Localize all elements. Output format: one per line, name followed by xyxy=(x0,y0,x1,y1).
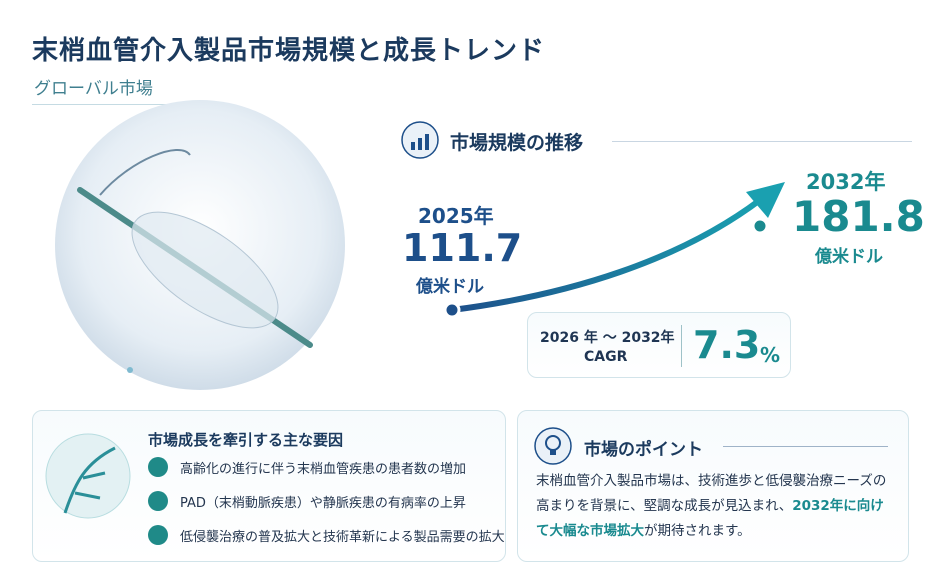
divider xyxy=(681,325,682,367)
illustration xyxy=(55,100,345,390)
driver-item: 高齢化の進行に伴う末梢血管疾患の患者数の増加 xyxy=(148,457,466,477)
cagr-box: 2026 年 〜 2032年 CAGR 7.3 % xyxy=(527,312,791,378)
driver-text: 高齢化の進行に伴う末梢血管疾患の患者数の増加 xyxy=(180,461,467,477)
cagr-label: CAGR xyxy=(584,349,628,365)
cagr-period: 2026 年 〜 2032年 xyxy=(540,330,675,346)
growth-arrow xyxy=(443,182,785,319)
divider xyxy=(723,446,888,447)
balloon xyxy=(131,211,279,329)
check-icon xyxy=(148,457,168,477)
check-icon xyxy=(148,491,168,511)
end-value: 181.8 xyxy=(792,192,925,241)
driver-text: 低侵襲治療の普及拡大と技術革新による製品需要の拡大 xyxy=(180,529,505,545)
start-value: 111.7 xyxy=(402,226,523,270)
end-year: 2032年 xyxy=(806,170,886,194)
divider xyxy=(612,141,912,142)
points-panel: 市場のポイント 末梢血管介入製品市場は、技術進歩と低侵襲治療ニーズの高まりを背景… xyxy=(517,410,909,562)
end-unit: 億米ドル xyxy=(815,247,883,267)
dot xyxy=(127,367,133,373)
points-heading: 市場のポイント xyxy=(584,440,703,460)
text: 末梢血管介入製品市場は、技術進歩と低侵襲治療ニーズの高まりを背景に、堅調な成長が… xyxy=(536,473,887,514)
driver-item: PAD（末梢動脈疾患）や静脈疾患の有病率の上昇 xyxy=(148,491,466,511)
check-icon xyxy=(148,525,168,545)
subtitle: グローバル市場 xyxy=(34,79,153,99)
start-year: 2025年 xyxy=(418,204,494,228)
points-text: 末梢血管介入製品市場は、技術進歩と低侵襲治療ニーズの高まりを背景に、堅調な成長が… xyxy=(536,469,896,544)
highlight: 2032年に向けて大幅な市場拡大 xyxy=(536,498,884,539)
divider xyxy=(32,104,192,105)
driver-item: 低侵襲治療の普及拡大と技術革新による製品需要の拡大 xyxy=(148,525,505,545)
vessel-icon xyxy=(45,433,131,519)
start-unit: 億米ドル xyxy=(416,277,484,297)
cagr-value: 7.3 xyxy=(693,323,761,367)
chart-icon xyxy=(401,121,439,159)
bulb-icon xyxy=(534,427,572,465)
text: が期待されます。 xyxy=(644,523,751,539)
drivers-heading: 市場成長を牽引する主な要因 xyxy=(148,431,344,449)
wire xyxy=(99,149,191,196)
drivers-panel: 市場成長を牽引する主な要因 高齢化の進行に伴う末梢血管疾患の患者数の増加 PAD… xyxy=(32,410,506,562)
cagr-unit: % xyxy=(760,343,781,367)
driver-text: PAD（末梢動脈疾患）や静脈疾患の有病率の上昇 xyxy=(180,495,466,511)
section-heading: 市場規模の推移 xyxy=(450,132,584,154)
title: 末梢血管介入製品市場規模と成長トレンド xyxy=(32,36,546,66)
